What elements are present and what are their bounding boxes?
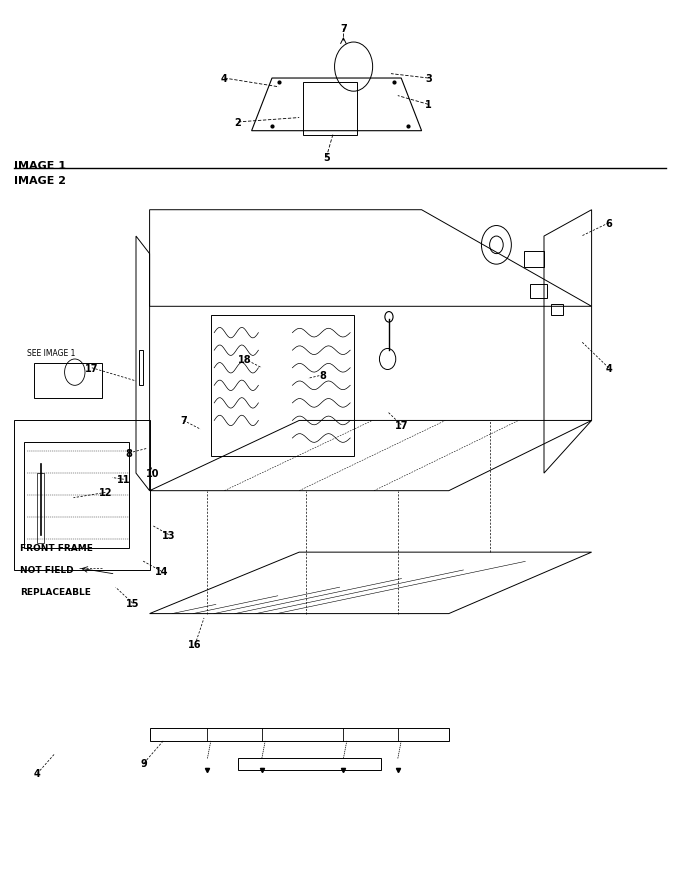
Text: 17: 17 (85, 363, 99, 374)
Text: 3: 3 (425, 74, 432, 84)
Text: 4: 4 (34, 768, 41, 779)
Bar (24, 443, 129, 548)
Text: NOT FIELD: NOT FIELD (20, 566, 74, 574)
Bar (530, 285, 547, 298)
Text: 1: 1 (425, 100, 432, 111)
Bar (139, 351, 143, 386)
Bar (524, 252, 544, 267)
Text: 2: 2 (235, 118, 241, 128)
Text: 15: 15 (126, 598, 139, 609)
Text: 8: 8 (320, 370, 326, 381)
Text: SEE IMAGE 1: SEE IMAGE 1 (27, 349, 75, 358)
Text: FRONT FRAME: FRONT FRAME (20, 544, 93, 553)
Text: 11: 11 (117, 474, 131, 485)
Text: 4: 4 (605, 363, 612, 374)
Text: 18: 18 (238, 354, 252, 365)
Text: 12: 12 (99, 488, 112, 498)
Text: 14: 14 (155, 567, 169, 577)
Text: 16: 16 (188, 639, 202, 650)
Text: 7: 7 (180, 416, 187, 426)
Bar (303, 83, 357, 136)
Text: 9: 9 (141, 758, 148, 768)
Text: 13: 13 (162, 530, 175, 540)
Text: 7: 7 (340, 24, 347, 34)
Text: 6: 6 (605, 218, 612, 229)
Text: 8: 8 (126, 448, 133, 459)
Text: REPLACEABLE: REPLACEABLE (20, 588, 91, 596)
Bar (34, 364, 102, 399)
Text: IMAGE 2: IMAGE 2 (14, 175, 65, 185)
Text: 10: 10 (146, 468, 160, 479)
Text: IMAGE 1: IMAGE 1 (14, 160, 65, 170)
Bar (37, 474, 44, 544)
Text: 4: 4 (221, 74, 228, 84)
Text: 17: 17 (394, 420, 408, 431)
Text: 5: 5 (323, 153, 330, 163)
Bar (551, 304, 563, 316)
